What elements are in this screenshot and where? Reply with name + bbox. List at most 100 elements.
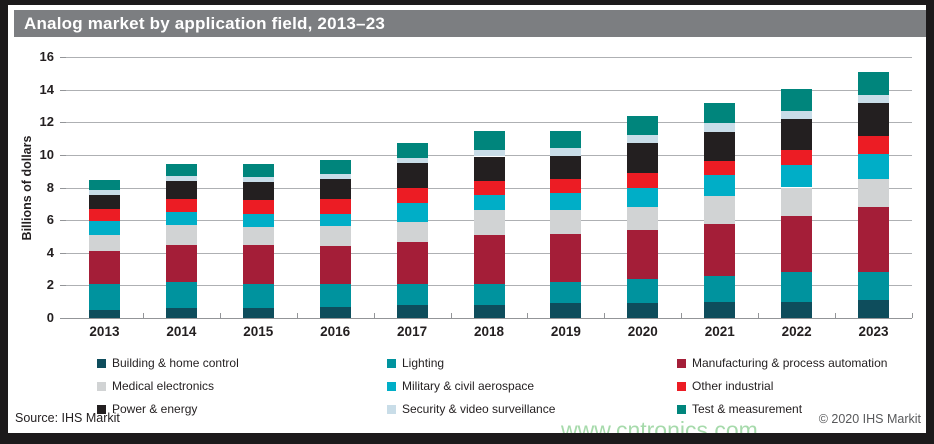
x-axis-label: 2018	[473, 324, 505, 339]
bar-segment	[473, 210, 505, 235]
gridline	[66, 122, 912, 124]
bar-segment	[165, 163, 197, 177]
bar-segment	[858, 136, 890, 155]
bar-segment	[319, 306, 351, 318]
legend-swatch-icon	[677, 358, 686, 368]
bar-segment	[627, 303, 659, 318]
x-axis-tick	[373, 313, 375, 318]
bar-segment	[242, 163, 274, 177]
bar-segment	[858, 207, 890, 273]
x-axis-tick	[835, 313, 837, 318]
legend-item: Military & civil aerospace	[387, 379, 534, 393]
legend-swatch-icon	[97, 404, 106, 414]
legend-item: Power & energy	[97, 402, 197, 416]
legend-item: Manufacturing & process automation	[677, 356, 887, 370]
x-axis-label: 2014	[166, 324, 197, 339]
legend-swatch-icon	[677, 404, 686, 414]
x-axis-label: 2017	[397, 324, 428, 339]
bar-segment	[319, 214, 351, 226]
bar-segment	[473, 194, 505, 211]
bar-segment	[550, 131, 582, 149]
bar-segment	[473, 304, 505, 318]
bar-segment	[396, 202, 428, 222]
x-axis-label: 2020	[627, 324, 658, 339]
bar-segment	[396, 158, 428, 164]
bar-segment	[88, 220, 120, 235]
y-axis-tick	[60, 285, 66, 287]
bar-segment	[319, 179, 351, 199]
legend-label: Other industrial	[692, 379, 774, 393]
bar-segment	[88, 194, 120, 209]
bar-segment	[858, 272, 890, 301]
x-axis-tick	[604, 313, 606, 318]
y-axis-tick	[60, 220, 66, 222]
legend-label: Medical electronics	[112, 379, 215, 393]
x-axis-label: 2015	[243, 324, 274, 339]
bar-segment	[396, 242, 428, 284]
y-axis-tick-label: 6	[46, 212, 54, 228]
bar-segment	[627, 172, 659, 189]
bar-segment	[242, 283, 274, 309]
y-axis-tick-label: 12	[39, 114, 54, 130]
x-axis-label: 2016	[320, 324, 351, 339]
y-axis-tick	[60, 122, 66, 124]
x-axis-tick	[142, 313, 144, 318]
copyright-note: © 2020 IHS Markit	[818, 412, 921, 426]
bar-segment	[627, 115, 659, 136]
x-axis-tick	[296, 313, 298, 318]
bar-segment	[88, 251, 120, 284]
bar-segment	[858, 71, 890, 95]
legend-label: Test & measurement	[692, 402, 803, 416]
bar-segment	[550, 155, 582, 179]
bar-segment	[704, 160, 736, 176]
bar-segment	[781, 301, 813, 318]
bar-segment	[858, 179, 890, 208]
bar-segment	[165, 198, 197, 212]
bar-segment	[627, 278, 659, 304]
x-axis-tick	[527, 313, 529, 318]
legend-item: Security & video surveillance	[387, 402, 555, 416]
bar-segment	[627, 207, 659, 230]
y-axis-tick-label: 8	[46, 179, 54, 195]
bar-segment	[627, 143, 659, 173]
bar-segment	[858, 154, 890, 180]
bar-segment	[627, 229, 659, 279]
x-axis-label: 2023	[858, 324, 889, 339]
y-axis-tick	[60, 318, 66, 319]
chart-title: Analog market by application field, 2013…	[24, 13, 386, 33]
gridline	[66, 57, 912, 58]
bar-segment	[242, 245, 274, 284]
bar-segment	[319, 174, 351, 180]
x-axis-tick	[681, 313, 683, 318]
bar-segment	[473, 234, 505, 284]
x-axis-line	[66, 318, 912, 319]
bar-segment	[550, 233, 582, 283]
bar-segment	[473, 131, 505, 150]
x-axis-tick	[912, 313, 913, 318]
bar-segment	[165, 244, 197, 283]
x-axis-tick	[758, 313, 760, 318]
bar-segment	[781, 110, 813, 119]
legend-item: Other industrial	[677, 379, 773, 393]
watermark: www.cntronics.com	[561, 417, 758, 433]
bar-segment	[550, 209, 582, 234]
bar-segment	[319, 225, 351, 247]
chart-canvas: Analog market by application field, 2013…	[8, 5, 926, 433]
bar-segment	[242, 308, 274, 318]
bar-segment	[550, 282, 582, 304]
bar-segment	[473, 283, 505, 305]
source-note: Source: IHS Markit	[15, 411, 120, 425]
bar-segment	[704, 301, 736, 318]
legend-label: Lighting	[402, 356, 445, 370]
bar-segment	[165, 176, 197, 181]
legend-item: Lighting	[387, 356, 444, 370]
bar-segment	[396, 304, 428, 318]
bar-segment	[396, 283, 428, 305]
bar-segment	[550, 303, 582, 318]
legend-item: Test & measurement	[677, 402, 802, 416]
bar-segment	[858, 102, 890, 137]
bar-segment	[473, 149, 505, 157]
bar-segment	[704, 132, 736, 161]
bar-segment	[88, 180, 120, 190]
bar-segment	[627, 135, 659, 144]
